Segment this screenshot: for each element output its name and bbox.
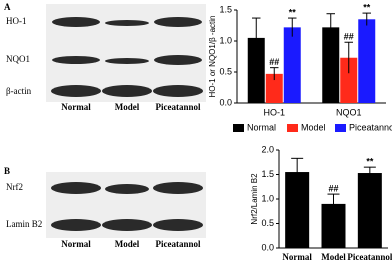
y-tick-label: 0.0: [219, 97, 232, 107]
row-label: β-actin: [6, 86, 32, 96]
x-tick-label: Model: [321, 252, 346, 262]
legend-swatch: [233, 124, 244, 132]
significance-mark: **: [366, 157, 374, 167]
y-tick-label: 1.5: [261, 169, 274, 179]
bar: [357, 173, 382, 248]
y-axis-label: Nrf2/Lamin B2: [250, 173, 259, 225]
bar: [283, 27, 301, 103]
y-tick-label: 1.0: [219, 35, 232, 45]
y-axis-label: HO-1 or NQO1/β -actin: [208, 16, 217, 98]
row-label: NQO1: [6, 54, 30, 64]
y-tick-label: 2.0: [261, 144, 274, 154]
legend-swatch: [335, 124, 346, 132]
bar: [358, 19, 376, 103]
lane-label: Model: [115, 102, 140, 112]
bar: [265, 73, 283, 103]
blot-bands: [51, 17, 203, 97]
bar: [247, 37, 265, 103]
significance-mark: ##: [328, 183, 338, 193]
lane-label: Model: [115, 239, 140, 249]
lane-label: Piceatannol: [156, 102, 201, 112]
legend-label: Normal: [247, 122, 276, 132]
legend-label: Piceatannol: [349, 122, 392, 132]
y-tick-label: 1.5: [219, 4, 232, 14]
x-tick-label: Normal: [282, 252, 312, 262]
bar: [322, 27, 340, 103]
x-tick-label: HO-1: [263, 107, 285, 117]
y-tick-label: 0.5: [261, 218, 274, 228]
bar: [340, 57, 358, 103]
blot-bands: [51, 182, 203, 231]
row-label: Nrf2: [6, 182, 23, 192]
panel-label: B: [4, 166, 10, 176]
significance-mark: ##: [269, 57, 279, 67]
y-tick-label: 0.0: [261, 242, 274, 252]
x-tick-label: Piceatannol: [347, 252, 392, 262]
lane-label: Piceatannol: [156, 239, 201, 249]
row-label: HO-1: [6, 16, 27, 26]
significance-mark: **: [289, 7, 297, 17]
row-label: Lamin B2: [6, 219, 42, 229]
lane-label: Normal: [61, 102, 91, 112]
lane-label: Normal: [61, 239, 91, 249]
significance-mark: **: [363, 2, 371, 12]
legend-label: Model: [301, 122, 326, 132]
significance-mark: ##: [344, 32, 354, 42]
panel-label: A: [4, 2, 11, 12]
y-tick-label: 0.5: [219, 66, 232, 76]
legend-swatch: [287, 124, 298, 132]
x-tick-label: NQO1: [336, 107, 362, 117]
y-tick-label: 1.0: [261, 193, 274, 203]
